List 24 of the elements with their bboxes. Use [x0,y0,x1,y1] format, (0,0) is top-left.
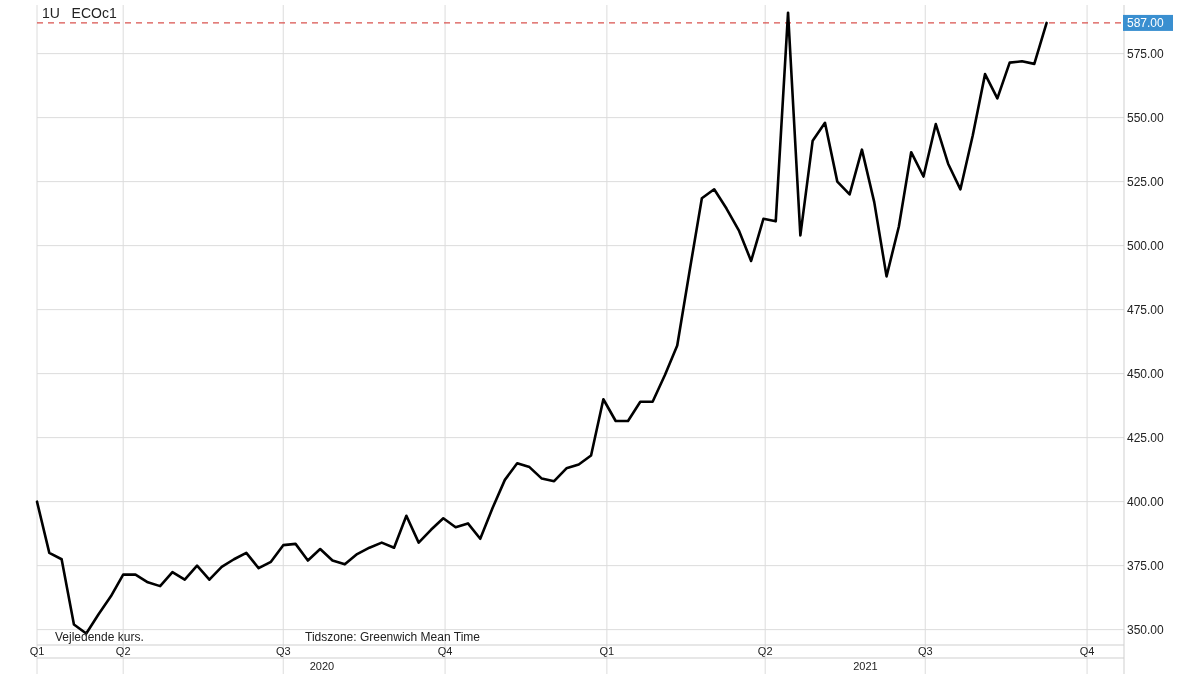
y-tick-label: 350.00 [1127,622,1165,637]
x-tick-label: Q2 [115,645,131,657]
x-tick-label: Q3 [275,645,291,657]
x-tick-label: Q3 [917,645,933,657]
chart-title: 1U ECOc1 [42,5,117,21]
y-tick-label: 550.00 [1127,110,1165,125]
annotation: Vejledende kurs. [55,630,144,644]
text: 2020 [309,660,335,672]
annotation: Tidszone: Greenwich Mean Time [305,630,481,644]
y-tick-label: 525.00 [1127,174,1165,189]
y-tick-label: 450.00 [1127,366,1165,381]
y-tick-label: 575.00 [1127,46,1165,61]
x-tick-label: Q1 [29,645,45,657]
x-tick-label: Q2 [757,645,773,657]
x-tick-label: Q1 [599,645,615,657]
x-tick-label: Q4 [1079,645,1095,657]
x-tick-label: Q4 [437,645,453,657]
y-tick-label: 425.00 [1127,430,1165,445]
y-tick-label: 400.00 [1127,494,1165,509]
ref-line-label: 587.00 [1127,15,1165,30]
y-tick-label: 375.00 [1127,558,1165,573]
text: 2021 [853,660,878,672]
y-tick-label: 500.00 [1127,238,1165,253]
y-tick-label: 475.00 [1127,302,1165,317]
